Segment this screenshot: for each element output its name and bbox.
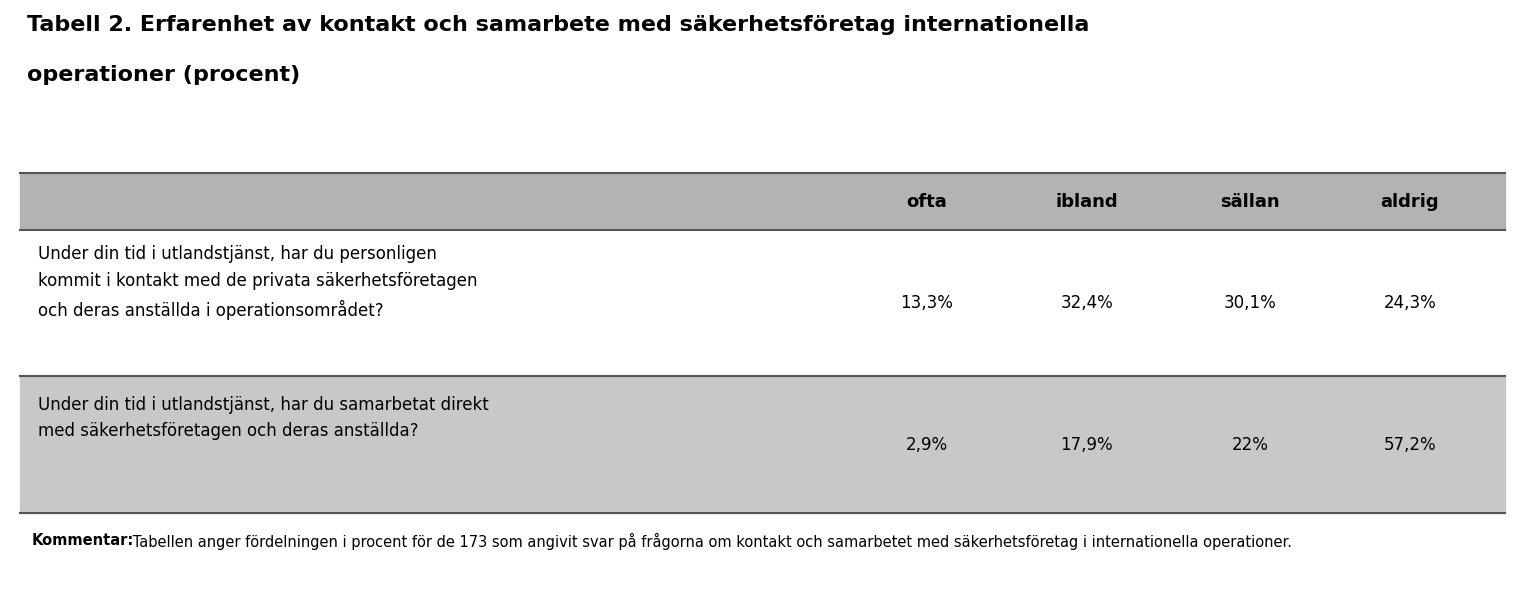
Text: Tabell 2. Erfarenhet av kontakt och samarbete med säkerhetsföretag internationel: Tabell 2. Erfarenhet av kontakt och sama…: [27, 15, 1090, 36]
Text: Under din tid i utlandstjänst, har du personligen
kommit i kontakt med de privat: Under din tid i utlandstjänst, har du pe…: [38, 245, 477, 320]
Text: ofta: ofta: [906, 192, 947, 211]
Text: operationer (procent): operationer (procent): [27, 65, 300, 85]
Text: 24,3%: 24,3%: [1383, 294, 1437, 312]
Text: 2,9%: 2,9%: [906, 435, 947, 454]
Text: sällan: sällan: [1220, 192, 1279, 211]
Text: 30,1%: 30,1%: [1223, 294, 1276, 312]
Text: aldrig: aldrig: [1380, 192, 1440, 211]
Text: 13,3%: 13,3%: [900, 294, 953, 312]
Text: 22%: 22%: [1231, 435, 1269, 454]
Text: ibland: ibland: [1055, 192, 1118, 211]
Text: Kommentar:: Kommentar:: [32, 533, 134, 547]
Text: Under din tid i utlandstjänst, har du samarbetat direkt
med säkerhetsföretagen o: Under din tid i utlandstjänst, har du sa…: [38, 396, 490, 440]
Text: 57,2%: 57,2%: [1383, 435, 1437, 454]
Text: Tabellen anger fördelningen i procent för de 173 som angivit svar på frågorna om: Tabellen anger fördelningen i procent fö…: [128, 533, 1292, 550]
Text: 32,4%: 32,4%: [1060, 294, 1113, 312]
Text: 17,9%: 17,9%: [1060, 435, 1113, 454]
